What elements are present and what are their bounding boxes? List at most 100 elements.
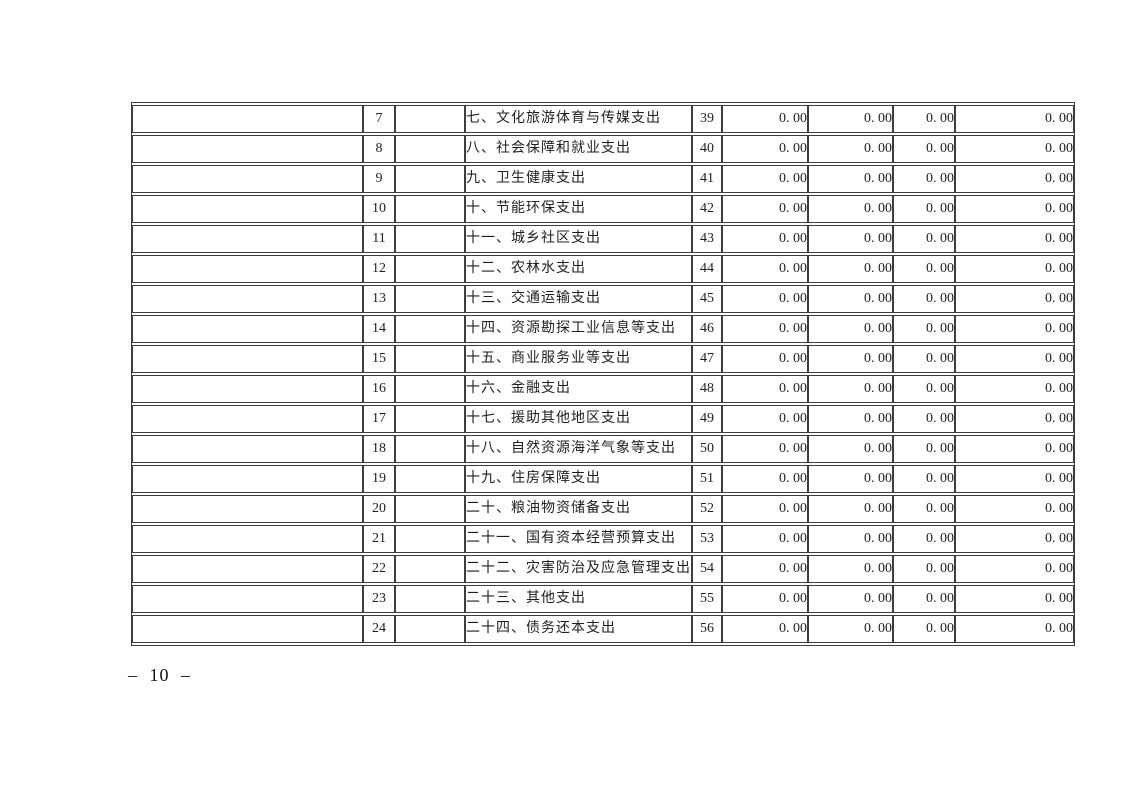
value-cell: 0. 00 [893, 135, 955, 163]
value-cell: 0. 00 [955, 315, 1074, 343]
value-cell: 0. 00 [808, 585, 893, 613]
value-cell: 0. 00 [722, 345, 808, 373]
row-filler-cell [132, 555, 363, 583]
value-cell: 0. 00 [893, 315, 955, 343]
value-cell: 0. 00 [955, 225, 1074, 253]
code-cell [395, 585, 465, 613]
line-number-cell: 53 [692, 525, 722, 553]
value-cell: 0. 00 [955, 555, 1074, 583]
table-body: 7 七、文化旅游体育与传媒支出 39 0. 00 0. 00 0. 00 0. 00 8 八、社… [132, 105, 1074, 643]
row-filler-cell [132, 525, 363, 553]
value-cell: 0. 00 [808, 495, 893, 523]
code-cell [395, 135, 465, 163]
value-cell: 0. 00 [893, 225, 955, 253]
row-filler-cell [132, 495, 363, 523]
seq-number-cell: 18 [363, 435, 395, 463]
table-row: 12 十二、农林水支出 44 0. 00 0. 00 0. 00 0. 00 [132, 255, 1074, 283]
value-cell: 0. 00 [893, 615, 955, 643]
seq-number-cell: 11 [363, 225, 395, 253]
value-cell: 0. 00 [722, 255, 808, 283]
table-row: 23 二十三、其他支出 55 0. 00 0. 00 0. 00 0. 00 [132, 585, 1074, 613]
line-number-cell: 44 [692, 255, 722, 283]
category-cell: 二十四、债务还本支出 [465, 615, 692, 643]
value-cell: 0. 00 [808, 345, 893, 373]
value-cell: 0. 00 [893, 585, 955, 613]
seq-number-cell: 8 [363, 135, 395, 163]
line-number-cell: 55 [692, 585, 722, 613]
category-cell: 八、社会保障和就业支出 [465, 135, 692, 163]
value-cell: 0. 00 [808, 165, 893, 193]
line-number-cell: 48 [692, 375, 722, 403]
value-cell: 0. 00 [893, 555, 955, 583]
code-cell [395, 615, 465, 643]
row-filler-cell [132, 255, 363, 283]
row-filler-cell [132, 615, 363, 643]
table-row: 15 十五、商业服务业等支出 47 0. 00 0. 00 0. 00 0. 00 [132, 345, 1074, 373]
table-row: 7 七、文化旅游体育与传媒支出 39 0. 00 0. 00 0. 00 0. 00 [132, 105, 1074, 133]
seq-number-cell: 19 [363, 465, 395, 493]
seq-number-cell: 12 [363, 255, 395, 283]
code-cell [395, 465, 465, 493]
table-row: 21 二十一、国有资本经营预算支出 53 0. 00 0. 00 0. 00 0. 00 [132, 525, 1074, 553]
value-cell: 0. 00 [955, 285, 1074, 313]
row-filler-cell [132, 225, 363, 253]
seq-number-cell: 13 [363, 285, 395, 313]
value-cell: 0. 00 [722, 195, 808, 223]
value-cell: 0. 00 [722, 585, 808, 613]
code-cell [395, 375, 465, 403]
table-row: 24 二十四、债务还本支出 56 0. 00 0. 00 0. 00 0. 00 [132, 615, 1074, 643]
line-number-cell: 41 [692, 165, 722, 193]
line-number-cell: 50 [692, 435, 722, 463]
line-number-cell: 45 [692, 285, 722, 313]
code-cell [395, 225, 465, 253]
seq-number-cell: 22 [363, 555, 395, 583]
category-cell: 二十、粮油物资储备支出 [465, 495, 692, 523]
seq-number-cell: 9 [363, 165, 395, 193]
value-cell: 0. 00 [722, 405, 808, 433]
value-cell: 0. 00 [808, 285, 893, 313]
value-cell: 0. 00 [722, 615, 808, 643]
value-cell: 0. 00 [808, 255, 893, 283]
page-number: – 10 – [128, 665, 191, 685]
code-cell [395, 495, 465, 523]
category-cell: 十七、援助其他地区支出 [465, 405, 692, 433]
value-cell: 0. 00 [808, 405, 893, 433]
row-filler-cell [132, 405, 363, 433]
code-cell [395, 525, 465, 553]
row-filler-cell [132, 375, 363, 403]
line-number-cell: 43 [692, 225, 722, 253]
value-cell: 0. 00 [808, 555, 893, 583]
value-cell: 0. 00 [955, 105, 1074, 133]
code-cell [395, 435, 465, 463]
code-cell [395, 255, 465, 283]
value-cell: 0. 00 [893, 375, 955, 403]
row-filler-cell [132, 315, 363, 343]
value-cell: 0. 00 [808, 465, 893, 493]
category-cell: 十二、农林水支出 [465, 255, 692, 283]
code-cell [395, 315, 465, 343]
line-number-cell: 52 [692, 495, 722, 523]
value-cell: 0. 00 [955, 255, 1074, 283]
table-row: 20 二十、粮油物资储备支出 52 0. 00 0. 00 0. 00 0. 00 [132, 495, 1074, 523]
seq-number-cell: 15 [363, 345, 395, 373]
table-row: 11 十一、城乡社区支出 43 0. 00 0. 00 0. 00 0. 00 [132, 225, 1074, 253]
line-number-cell: 39 [692, 105, 722, 133]
value-cell: 0. 00 [893, 405, 955, 433]
code-cell [395, 555, 465, 583]
row-filler-cell [132, 135, 363, 163]
seq-number-cell: 7 [363, 105, 395, 133]
value-cell: 0. 00 [955, 495, 1074, 523]
value-cell: 0. 00 [955, 135, 1074, 163]
value-cell: 0. 00 [722, 435, 808, 463]
value-cell: 0. 00 [808, 105, 893, 133]
line-number-cell: 47 [692, 345, 722, 373]
category-cell: 十三、交通运输支出 [465, 285, 692, 313]
line-number-cell: 42 [692, 195, 722, 223]
value-cell: 0. 00 [722, 555, 808, 583]
row-filler-cell [132, 195, 363, 223]
seq-number-cell: 20 [363, 495, 395, 523]
value-cell: 0. 00 [955, 465, 1074, 493]
category-cell: 十八、自然资源海洋气象等支出 [465, 435, 692, 463]
value-cell: 0. 00 [808, 435, 893, 463]
value-cell: 0. 00 [893, 285, 955, 313]
